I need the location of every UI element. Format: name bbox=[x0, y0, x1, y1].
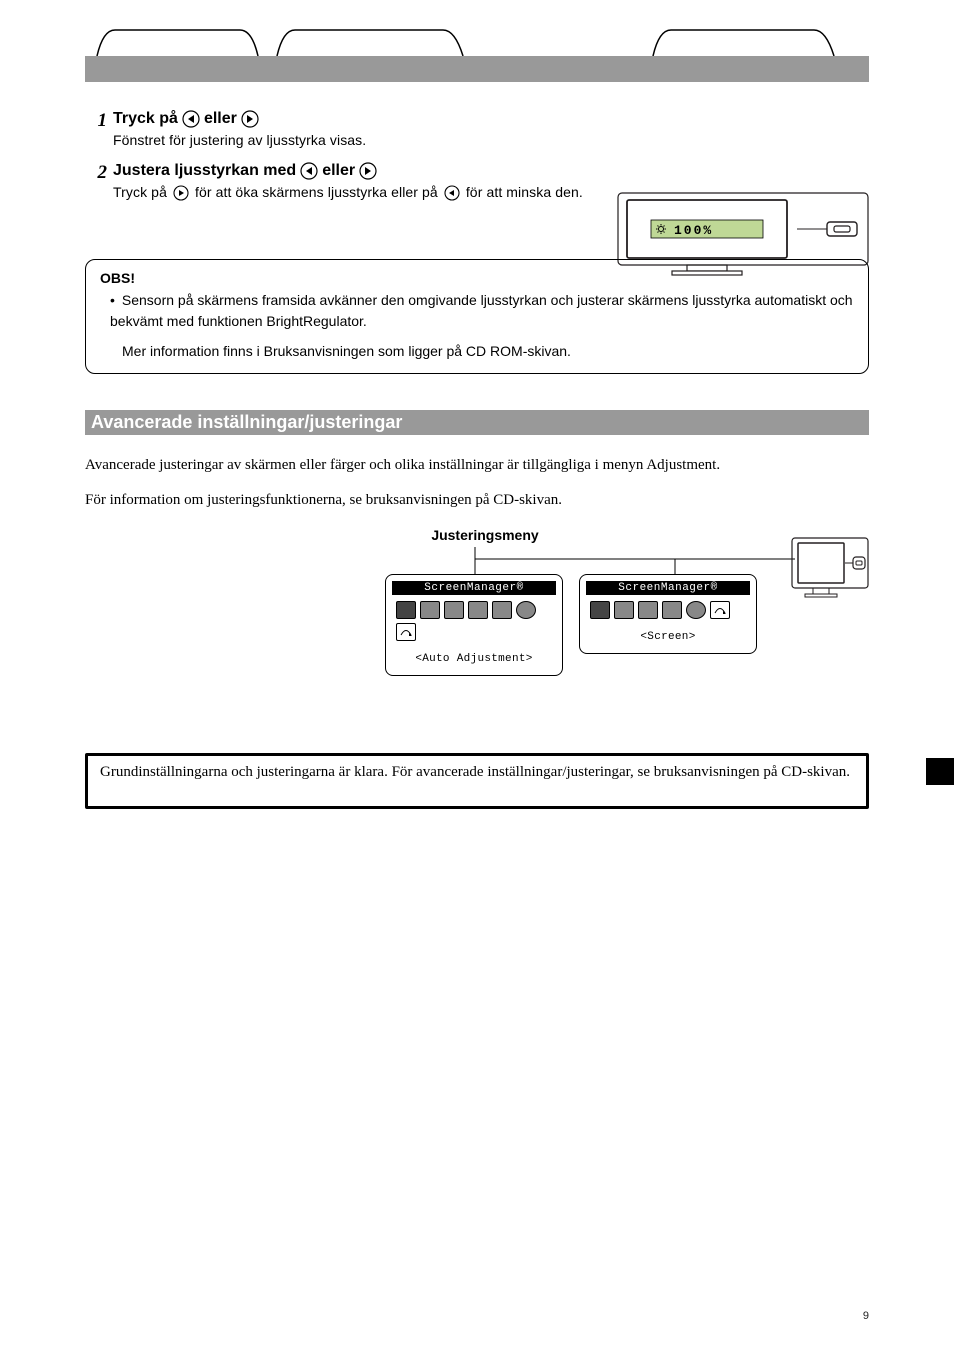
step-1-num: 1 bbox=[85, 110, 113, 132]
step-2-num: 2 bbox=[85, 162, 113, 184]
summary-text: Grundinställningarna och justeringarna ä… bbox=[88, 756, 866, 789]
tab-2 bbox=[265, 28, 475, 56]
sm-icon bbox=[444, 601, 464, 619]
sm-icon bbox=[396, 623, 416, 641]
left-button-icon bbox=[444, 185, 460, 201]
sm-header: ScreenManager® bbox=[586, 581, 750, 595]
sm-header: ScreenManager® bbox=[392, 581, 556, 595]
sm-icon bbox=[396, 601, 416, 619]
sm-icon-row bbox=[392, 595, 556, 645]
sm-icon-row bbox=[586, 595, 750, 623]
step-1: 1 Tryck på eller Fönstret för justering … bbox=[85, 110, 869, 148]
menus-title: Justeringsmeny bbox=[395, 527, 575, 543]
tab-4 bbox=[641, 28, 846, 56]
section-desc-a: Avancerade justeringar av skärmen eller … bbox=[85, 457, 869, 474]
brightness-value: 100% bbox=[674, 223, 713, 238]
step-1-desc: Fönstret för justering av ljusstyrka vis… bbox=[113, 132, 869, 148]
screenmanager-analog: ScreenManager® <Auto Adjustment> bbox=[385, 574, 563, 676]
mini-monitor-illustration bbox=[791, 537, 869, 614]
note-title: OBS! bbox=[100, 270, 854, 286]
sm-icon bbox=[686, 601, 706, 619]
sm-icon bbox=[492, 601, 512, 619]
content: 1 Tryck på eller Fönstret för justering … bbox=[85, 110, 869, 809]
tab-1 bbox=[85, 28, 270, 56]
adjustment-menu-area: Justeringsmeny ScreenManager® bbox=[85, 527, 869, 707]
right-button-icon bbox=[359, 162, 377, 180]
sm-foot: <Screen> bbox=[586, 631, 750, 643]
sm-icon bbox=[614, 601, 634, 619]
note-body: • Sensorn på skärmens framsida avkänner … bbox=[100, 290, 854, 361]
sm-icon bbox=[590, 601, 610, 619]
sm-icon bbox=[638, 601, 658, 619]
tab-3 bbox=[463, 28, 658, 56]
left-button-icon bbox=[300, 162, 318, 180]
sm-icon bbox=[710, 601, 730, 619]
step-2-title: Justera ljusstyrkan med eller bbox=[113, 162, 869, 180]
sm-icon bbox=[516, 601, 536, 619]
tabs-row bbox=[85, 28, 869, 56]
sm-icon bbox=[468, 601, 488, 619]
note-box: OBS! • Sensorn på skärmens framsida avkä… bbox=[85, 259, 869, 374]
sm-icon bbox=[420, 601, 440, 619]
tab-bar bbox=[85, 56, 869, 82]
side-tab bbox=[926, 758, 954, 785]
right-button-icon bbox=[173, 185, 189, 201]
section-heading: Avancerade inställningar/justeringar bbox=[85, 410, 869, 435]
sm-icon bbox=[662, 601, 682, 619]
screenmanager-digital: ScreenManager® <Screen> bbox=[579, 574, 757, 654]
right-button-icon bbox=[241, 110, 259, 128]
left-button-icon bbox=[182, 110, 200, 128]
section-desc-b: För information om justeringsfunktionern… bbox=[85, 492, 869, 509]
step-1-title: Tryck på eller bbox=[113, 110, 869, 128]
sm-foot: <Auto Adjustment> bbox=[392, 653, 556, 665]
page-number: 9 bbox=[863, 1310, 869, 1322]
summary-box: Grundinställningarna och justeringarna ä… bbox=[85, 753, 869, 809]
